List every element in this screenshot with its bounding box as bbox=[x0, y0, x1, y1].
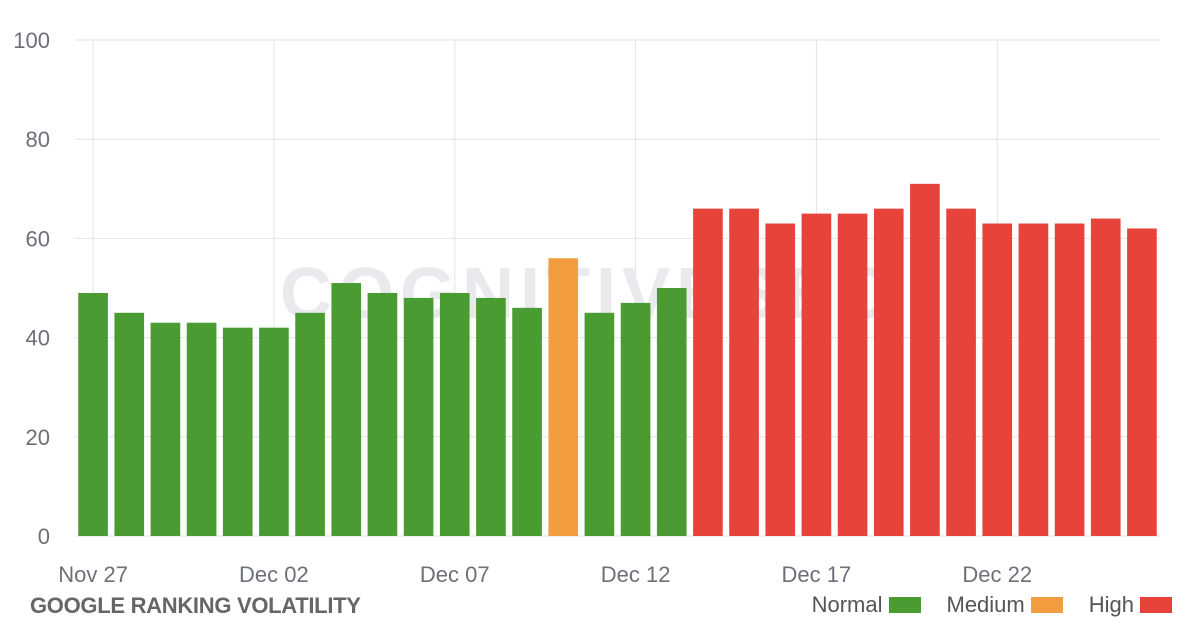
legend-label-high: High bbox=[1088, 592, 1134, 617]
bar-dec-10 bbox=[548, 258, 579, 536]
legend-swatch-medium bbox=[1030, 597, 1063, 613]
bar-dec-21 bbox=[946, 208, 976, 536]
bar-dec-24 bbox=[1054, 223, 1085, 536]
bar-dec-26 bbox=[1127, 228, 1157, 537]
bar-dec-22 bbox=[982, 223, 1013, 536]
bar-dec-19 bbox=[873, 208, 904, 536]
legend: Normal Medium High bbox=[786, 592, 1172, 618]
y-tick-label-40: 40 bbox=[26, 326, 50, 351]
legend-label-medium: Medium bbox=[946, 592, 1025, 617]
bar-dec-09 bbox=[512, 307, 542, 536]
y-axis-ticks: 0 20 40 60 80 100 bbox=[13, 28, 50, 549]
bar-dec-14 bbox=[693, 208, 723, 536]
x-tick-label-dec-17: Dec 17 bbox=[782, 562, 852, 587]
bar-nov-28 bbox=[114, 312, 145, 536]
legend-item-medium: Medium bbox=[947, 592, 1063, 618]
bar-dec-06 bbox=[403, 297, 434, 536]
bar-nov-30 bbox=[186, 322, 217, 536]
x-tick-label-nov-27: Nov 27 bbox=[58, 562, 128, 587]
bar-dec-02 bbox=[259, 327, 289, 536]
bars bbox=[78, 183, 1157, 537]
bar-dec-05 bbox=[367, 292, 398, 536]
bar-dec-25 bbox=[1090, 218, 1121, 536]
bar-dec-11 bbox=[584, 312, 615, 536]
x-tick-label-dec-07: Dec 07 bbox=[420, 562, 490, 587]
bar-dec-23 bbox=[1018, 223, 1049, 536]
legend-item-normal: Normal bbox=[812, 592, 921, 618]
grid-lines bbox=[75, 39, 1160, 537]
legend-swatch-high bbox=[1140, 597, 1172, 613]
y-tick-label-0: 0 bbox=[38, 524, 50, 549]
bar-dec-20 bbox=[910, 183, 940, 536]
y-tick-label-20: 20 bbox=[26, 425, 50, 450]
bar-dec-01 bbox=[222, 327, 253, 536]
y-tick-label-80: 80 bbox=[26, 127, 50, 152]
y-tick-label-60: 60 bbox=[26, 226, 50, 251]
bar-dec-18 bbox=[837, 213, 868, 536]
bar-dec-16 bbox=[765, 223, 796, 536]
bar-dec-15 bbox=[729, 208, 759, 536]
x-tick-label-dec-12: Dec 12 bbox=[601, 562, 671, 587]
bar-nov-27 bbox=[78, 292, 108, 536]
chart-title: GOOGLE RANKING VOLATILITY bbox=[30, 593, 361, 618]
legend-item-high: High bbox=[1089, 592, 1172, 618]
legend-label-normal: Normal bbox=[811, 592, 883, 617]
bar-dec-04 bbox=[331, 283, 362, 536]
y-tick-label-100: 100 bbox=[13, 28, 50, 53]
bar-dec-03 bbox=[295, 312, 325, 536]
x-tick-label-dec-02: Dec 02 bbox=[239, 562, 309, 587]
legend-swatch-normal bbox=[888, 597, 921, 613]
x-axis-ticks: Nov 27 Dec 02 Dec 07 Dec 12 Dec 17 Dec 22 bbox=[58, 562, 1032, 587]
bar-dec-07 bbox=[439, 292, 470, 536]
bar-dec-17 bbox=[801, 213, 832, 536]
bar-nov-29 bbox=[150, 322, 181, 536]
bar-dec-08 bbox=[476, 297, 506, 536]
x-tick-label-dec-22: Dec 22 bbox=[962, 562, 1032, 587]
bar-dec-12 bbox=[620, 302, 651, 536]
bar-dec-13 bbox=[656, 288, 687, 536]
